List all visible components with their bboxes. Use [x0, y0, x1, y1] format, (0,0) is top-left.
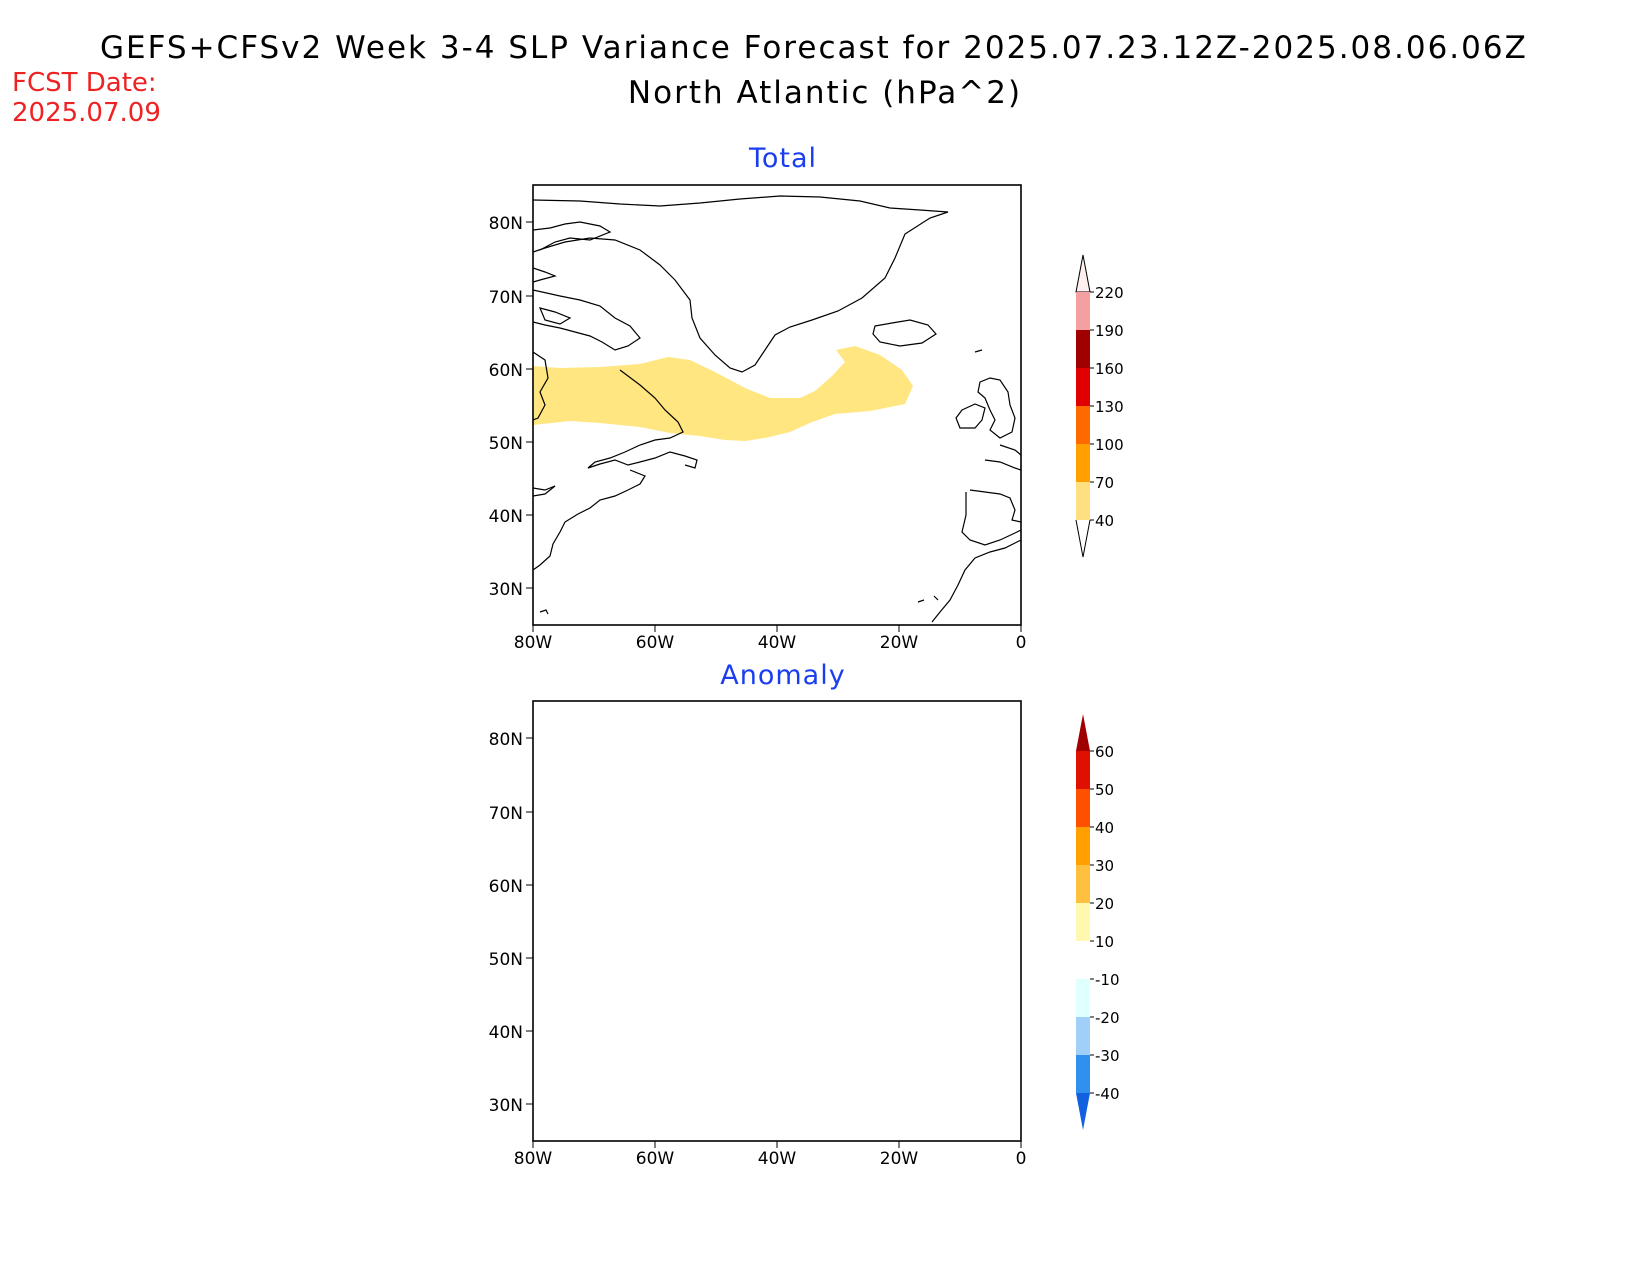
lat-label-40n: 40N: [489, 1023, 523, 1043]
lon-label-40w: 40W: [758, 633, 797, 653]
anomaly-colorbar-bottom-triangle: [1076, 1093, 1090, 1130]
anomaly-map-panel: 80N 70N 60N 50N 40N 30N 80W 60W 40W 20W …: [489, 700, 1027, 1169]
lon-label-60w: 60W: [636, 1149, 675, 1169]
lat-label-60n: 60N: [489, 361, 523, 381]
anomaly-lon-axis: 80W 60W 40W 20W 0: [514, 1141, 1027, 1169]
anomaly-colorbar-top-triangle: [1076, 714, 1090, 751]
anomaly-map-frame-bg: [533, 701, 1021, 1141]
total-colorbar-box-130: [1076, 368, 1090, 406]
lat-label-80n: 80N: [489, 214, 523, 234]
total-cbar-label: 160: [1095, 360, 1124, 378]
total-variance-shading: [533, 346, 913, 441]
total-colorbar-box-190: [1076, 292, 1090, 330]
lat-label-50n: 50N: [489, 950, 523, 970]
anomaly-cbar-label: -20: [1095, 1009, 1120, 1027]
lat-label-50n: 50N: [489, 434, 523, 454]
anomaly-colorbar-box-10: [1076, 903, 1090, 941]
lon-label-40w: 40W: [758, 1149, 797, 1169]
total-lat-axis: 80N 70N 60N 50N 40N 30N: [489, 214, 533, 600]
total-colorbar-top-triangle: [1075, 254, 1091, 293]
chart-title: GEFS+CFSv2 Week 3-4 SLP Variance Forecas…: [100, 30, 1528, 66]
anomaly-colorbar: 60 50 40 30 20 10 -10 -20 -30 -40: [1076, 714, 1120, 1130]
lat-label-40n: 40N: [489, 507, 523, 527]
total-cbar-label: 40: [1095, 512, 1114, 530]
forecast-date-label: FCST Date:: [12, 68, 157, 98]
anomaly-cbar-label: 20: [1095, 895, 1114, 913]
total-colorbar-box-160: [1076, 330, 1090, 368]
total-map-panel: 80N 70N 60N 50N 40N 30N 80W 60W 40W 20W …: [489, 184, 1027, 653]
lat-label-30n: 30N: [489, 580, 523, 600]
forecast-date-value: 2025.07.09: [12, 98, 161, 128]
total-cbar-label: 190: [1095, 322, 1124, 340]
total-colorbar-box-70: [1076, 444, 1090, 482]
total-cbar-label: 70: [1095, 474, 1114, 492]
lon-label-0: 0: [1016, 633, 1027, 653]
forecast-date-block: FCST Date: 2025.07.09: [12, 68, 161, 128]
anomaly-cbar-label: 50: [1095, 781, 1114, 799]
panel-title-anomaly: Anomaly: [720, 660, 846, 691]
anomaly-cbar-label: 10: [1095, 933, 1114, 951]
lon-label-80w: 80W: [514, 633, 553, 653]
lat-label-70n: 70N: [489, 288, 523, 308]
anomaly-colorbar-box-40: [1076, 789, 1090, 827]
total-cbar-label: 100: [1095, 436, 1124, 454]
anomaly-cbar-label: -40: [1095, 1085, 1120, 1103]
total-cbar-label: 220: [1095, 284, 1124, 302]
total-coastlines: [533, 195, 1021, 623]
anomaly-colorbar-box-30: [1076, 827, 1090, 865]
lat-label-30n: 30N: [489, 1096, 523, 1116]
anomaly-colorbar-box-m30: [1076, 1055, 1090, 1093]
lat-label-70n: 70N: [489, 804, 523, 824]
lon-label-20w: 20W: [880, 633, 919, 653]
anomaly-colorbar-box-m10: [1076, 979, 1090, 1017]
total-colorbar-bottom-triangle: [1075, 519, 1091, 558]
anomaly-cbar-label: -10: [1095, 971, 1120, 989]
anomaly-cbar-label: -30: [1095, 1047, 1120, 1065]
total-lon-axis: 80W 60W 40W 20W 0: [514, 625, 1027, 653]
lat-label-60n: 60N: [489, 877, 523, 897]
lon-label-0: 0: [1016, 1149, 1027, 1169]
lon-label-80w: 80W: [514, 1149, 553, 1169]
lon-label-20w: 20W: [880, 1149, 919, 1169]
anomaly-colorbar-box-m20: [1076, 1017, 1090, 1055]
total-colorbar: 220 190 160 130 100 70 40: [1075, 254, 1124, 558]
anomaly-colorbar-box-neutral: [1076, 941, 1090, 979]
anomaly-colorbar-box-20: [1076, 865, 1090, 903]
anomaly-cbar-label: 40: [1095, 819, 1114, 837]
lat-label-80n: 80N: [489, 730, 523, 750]
anomaly-cbar-label: 60: [1095, 743, 1114, 761]
total-cbar-label: 130: [1095, 398, 1124, 416]
panel-title-total: Total: [748, 143, 818, 174]
total-colorbar-box-40: [1076, 482, 1090, 520]
anomaly-lat-axis: 80N 70N 60N 50N 40N 30N: [489, 730, 533, 1116]
chart-subtitle: North Atlantic (hPa^2): [627, 75, 1023, 111]
anomaly-cbar-label: 30: [1095, 857, 1114, 875]
anomaly-colorbar-box-50: [1076, 751, 1090, 789]
total-colorbar-box-100: [1076, 406, 1090, 444]
lon-label-60w: 60W: [636, 633, 675, 653]
